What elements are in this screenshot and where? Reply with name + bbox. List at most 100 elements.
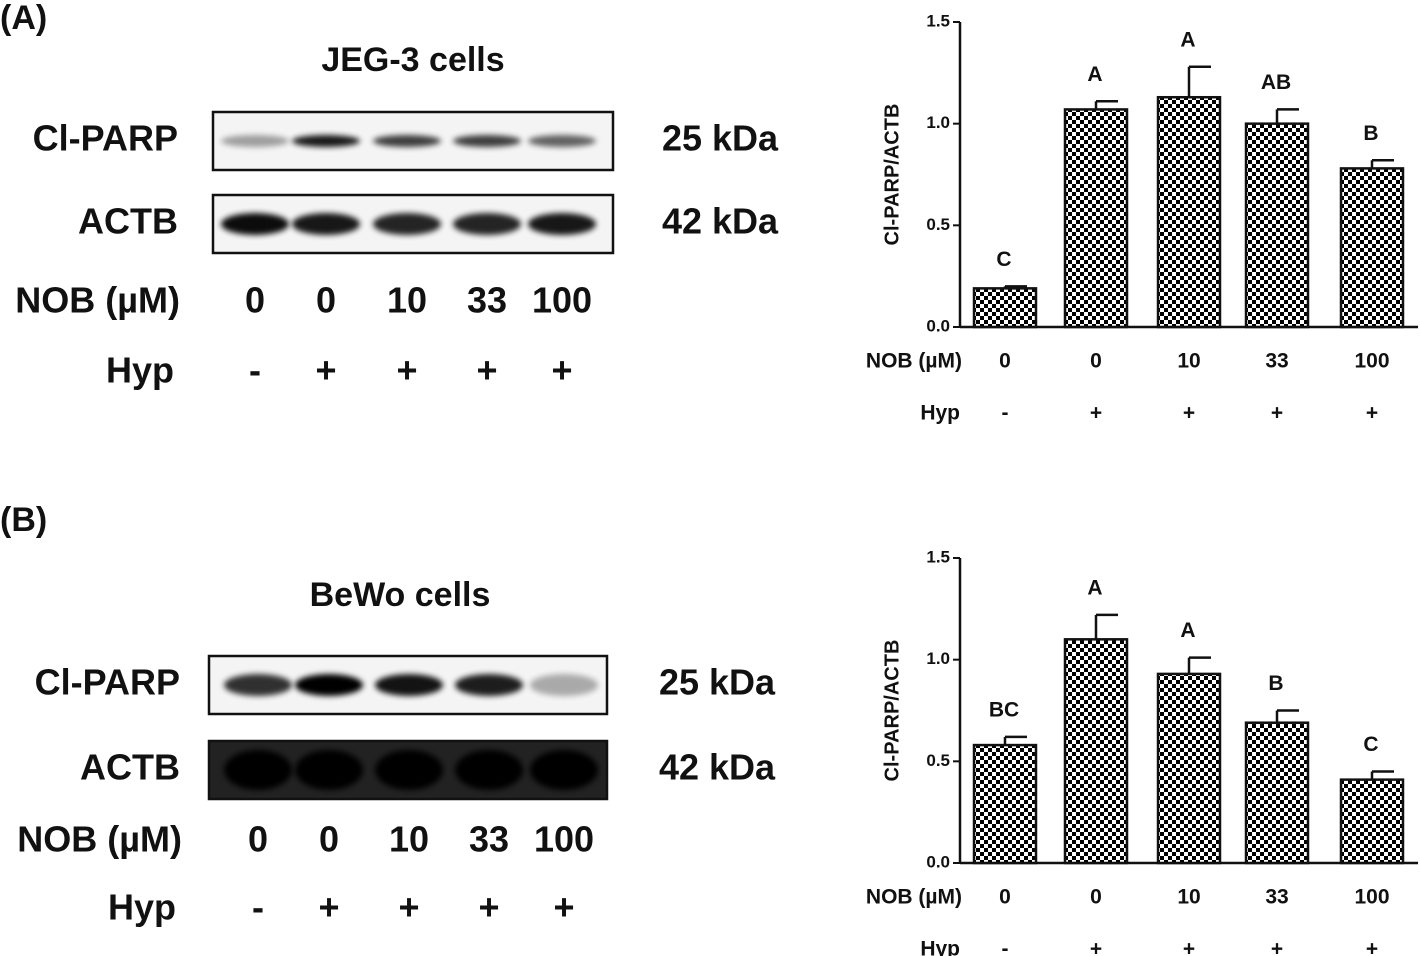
hyp-value: - [1002, 938, 1009, 956]
hyp-label: Hyp [106, 350, 174, 391]
blot-band [292, 135, 360, 147]
x-tick-label: 33 [1265, 350, 1288, 373]
x-tick-label: 0 [1090, 350, 1102, 373]
hyp-value: + [1090, 402, 1102, 425]
significance-letter: A [1087, 576, 1102, 599]
blot-band [455, 750, 523, 790]
hyp-value: + [551, 350, 572, 391]
significance-letter: C [1363, 733, 1378, 756]
blot-band [292, 213, 360, 235]
bar [1156, 672, 1222, 865]
blot-band [528, 213, 596, 235]
blot-band [375, 674, 443, 696]
bar [1244, 122, 1310, 329]
y-tick-label: 1.0 [926, 649, 950, 668]
x-tick-label: 100 [1354, 886, 1389, 909]
blot-band [295, 750, 363, 790]
hyp-value: + [1366, 402, 1378, 425]
hyp-value: - [1002, 402, 1009, 425]
hyp-value: + [1271, 402, 1283, 425]
hyp-value: + [1366, 938, 1378, 956]
bar [1244, 721, 1310, 865]
blot-band [453, 135, 521, 147]
hyp-value: - [252, 887, 264, 928]
blot-name: ACTB [80, 747, 180, 788]
nob-value: 100 [532, 280, 592, 321]
y-tick-label: 0.5 [926, 751, 950, 770]
significance-letter: B [1363, 122, 1378, 145]
bar [1063, 638, 1129, 865]
y-tick-label: 1.0 [926, 113, 950, 132]
hyp-value: - [249, 350, 261, 391]
x-tick-label: 0 [999, 886, 1011, 909]
hyp-label: Hyp [108, 887, 176, 928]
blot-title: BeWo cells [310, 576, 491, 614]
nob-value: 10 [387, 280, 427, 321]
significance-letter: B [1268, 672, 1283, 695]
significance-letter: C [996, 248, 1011, 271]
hyp-value: + [396, 350, 417, 391]
bar [1156, 95, 1222, 329]
significance-letter: BC [989, 698, 1019, 721]
significance-letter: A [1087, 63, 1102, 86]
nob-value: 0 [319, 819, 339, 860]
y-tick-label: 0.0 [926, 316, 950, 335]
x-tick-label: 100 [1354, 350, 1389, 373]
blot-band [455, 674, 523, 696]
nob-value: 0 [248, 819, 268, 860]
significance-letter: A [1180, 619, 1195, 642]
nob-value: 33 [467, 280, 507, 321]
y-tick-label: 0.0 [926, 852, 950, 871]
hyp-value: + [318, 887, 339, 928]
bar [1063, 108, 1129, 329]
y-axis-label: Cl-PARP/ACTB [881, 104, 903, 246]
hyp-value: + [478, 887, 499, 928]
hyp-value: + [476, 350, 497, 391]
significance-letter: A [1180, 28, 1195, 51]
bar [972, 743, 1038, 865]
row-label: NOB (µM) [866, 350, 962, 373]
blot-name: Cl-PARP [33, 118, 178, 159]
row-label: Hyp [920, 402, 960, 425]
blot-band [373, 135, 441, 147]
row-label: Hyp [920, 938, 960, 956]
blot-band [373, 213, 441, 235]
x-tick-label: 10 [1177, 350, 1200, 373]
bar [972, 287, 1038, 329]
nob-value: 0 [316, 280, 336, 321]
blot-size: 42 kDa [662, 201, 779, 242]
nob-value: 10 [389, 819, 429, 860]
hyp-value: + [553, 887, 574, 928]
nob-label: NOB (µM) [17, 819, 182, 860]
blot-band [528, 135, 596, 147]
blot-band [221, 135, 289, 147]
blot-band [530, 674, 598, 696]
x-tick-label: 0 [1090, 886, 1102, 909]
panel-label: (B) [0, 501, 47, 539]
hyp-value: + [1271, 938, 1283, 956]
blot-band [375, 750, 443, 790]
blot-size: 42 kDa [659, 747, 776, 788]
x-tick-label: 33 [1265, 886, 1288, 909]
blot-band [453, 213, 521, 235]
blot-band [530, 750, 598, 790]
nob-label: NOB (µM) [15, 280, 180, 321]
significance-letter: AB [1261, 71, 1291, 94]
y-tick-label: 1.5 [926, 547, 950, 566]
nob-value: 33 [469, 819, 509, 860]
blot-title: JEG-3 cells [321, 41, 504, 79]
y-tick-label: 1.5 [926, 11, 950, 30]
hyp-value: + [1090, 938, 1102, 956]
blot-name: Cl-PARP [35, 662, 180, 703]
blot-size: 25 kDa [662, 118, 779, 159]
panel-label: (A) [0, 0, 47, 37]
y-tick-label: 0.5 [926, 215, 950, 234]
hyp-value: + [398, 887, 419, 928]
bar [1339, 167, 1405, 329]
x-tick-label: 0 [999, 350, 1011, 373]
y-axis-label: Cl-PARP/ACTB [881, 640, 903, 782]
blot-band [224, 750, 292, 790]
blot-band [224, 674, 292, 696]
hyp-value: + [1183, 938, 1195, 956]
